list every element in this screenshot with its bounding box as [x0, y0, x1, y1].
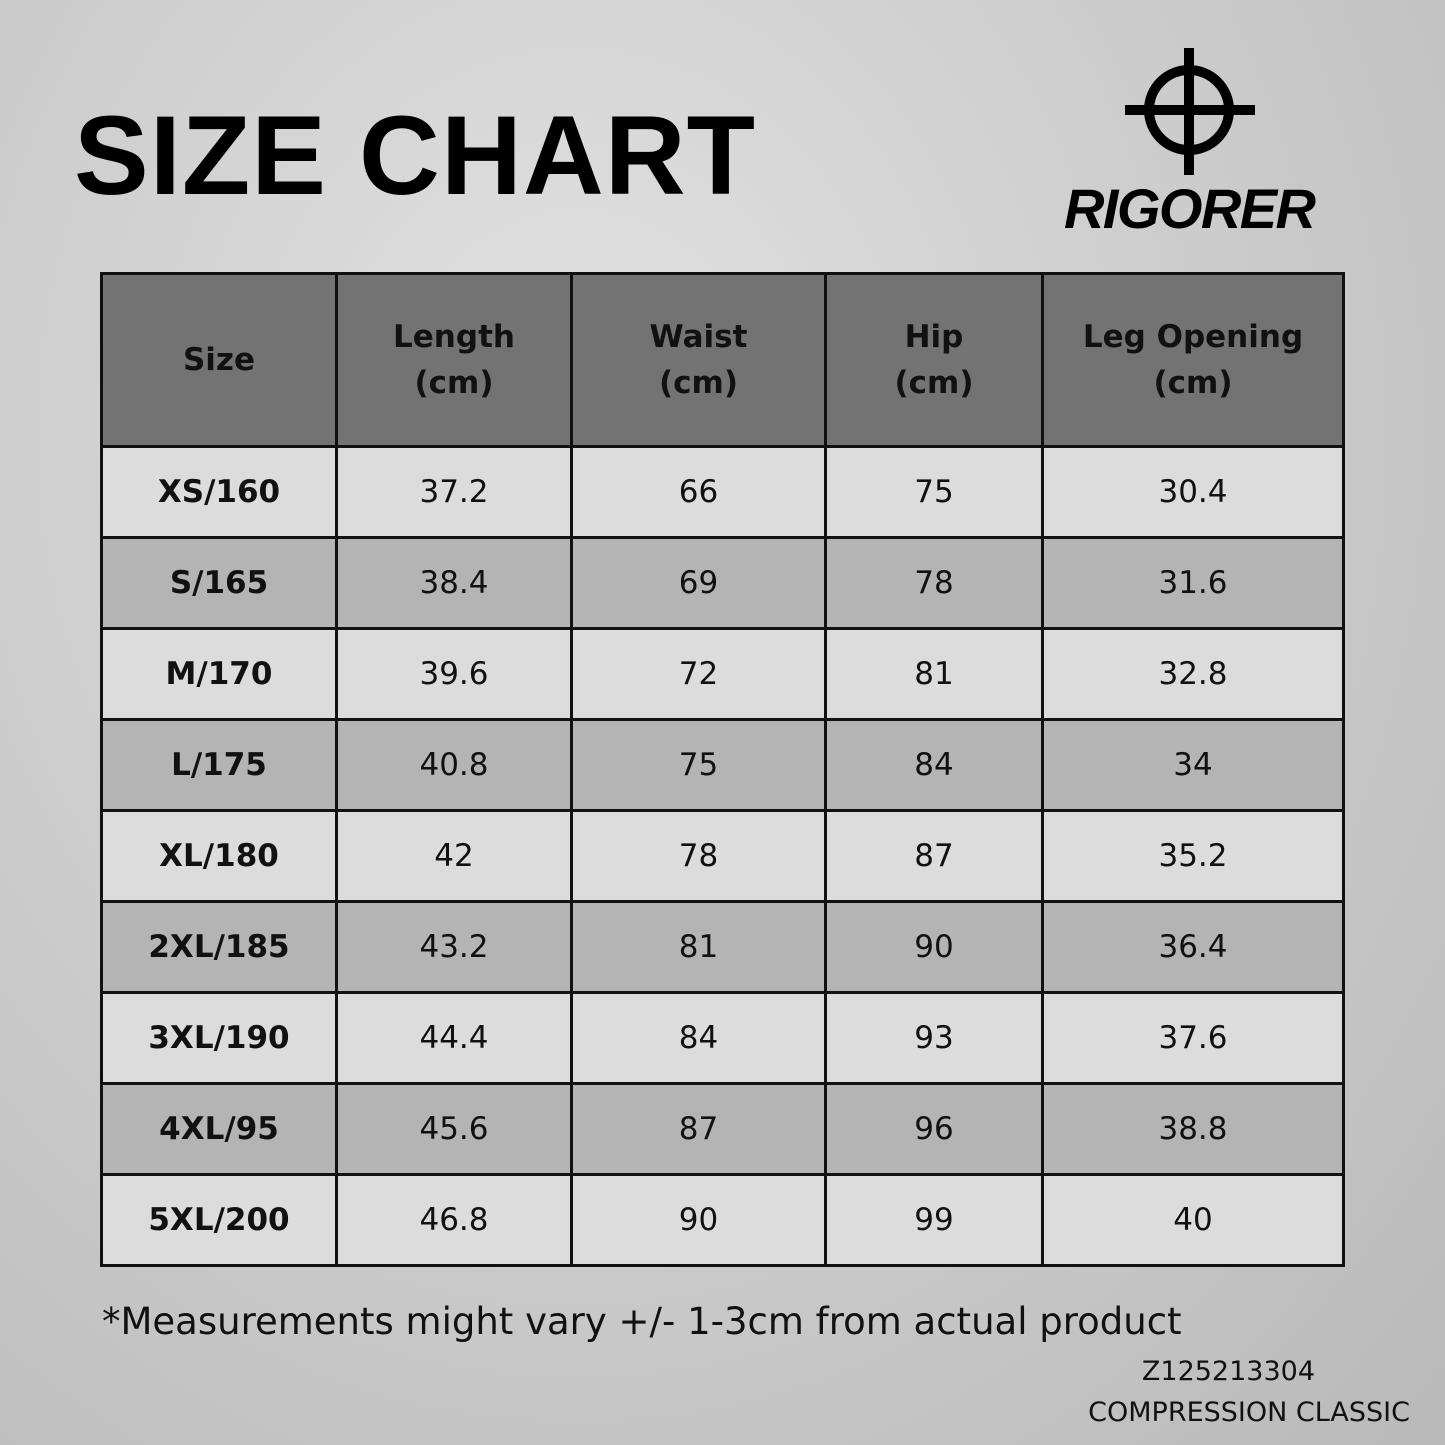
logo: RIGORER [1064, 48, 1317, 240]
value-cell: 78 [824, 536, 1044, 630]
size-cell: 3XL/190 [100, 991, 338, 1085]
value-cell: 40 [1041, 1173, 1345, 1267]
value-cell: 37.6 [1041, 991, 1345, 1085]
column-header: Leg Opening (cm) [1041, 272, 1345, 448]
value-cell: 43.2 [335, 900, 573, 994]
table-row: 4XL/95 45.6 87 96 38.8 [100, 1082, 1345, 1176]
size-cell: M/170 [100, 627, 338, 721]
header-line: Hip [904, 319, 964, 355]
column-header: Waist (cm) [570, 272, 827, 448]
size-table: Size Length (cm) Waist (cm) Hip (cm) Leg Openin… [100, 272, 1345, 1267]
column-header: Size [100, 272, 338, 448]
value-cell: 81 [570, 900, 827, 994]
value-cell: 66 [570, 445, 827, 539]
header-line: Length [393, 319, 515, 355]
header-line: (cm) [414, 365, 494, 401]
brand: RIGORER [1064, 177, 1317, 240]
value-cell: 84 [570, 991, 827, 1085]
value-cell: 99 [824, 1173, 1044, 1267]
value-cell: 40.8 [335, 718, 573, 812]
size-cell: L/175 [100, 718, 338, 812]
value-cell: 87 [570, 1082, 827, 1176]
product-code: Z125213304 [1141, 1356, 1315, 1387]
value-cell: 45.6 [335, 1082, 573, 1176]
value-cell: 30.4 [1041, 445, 1345, 539]
header-line: Size [182, 342, 256, 378]
header-line: (cm) [1153, 365, 1233, 401]
value-cell: 75 [824, 445, 1044, 539]
value-cell: 35.2 [1041, 809, 1345, 903]
value-cell: 90 [824, 900, 1044, 994]
size-cell: 2XL/185 [100, 900, 338, 994]
table-row: XL/180 42 78 87 35.2 [100, 809, 1345, 903]
header-row: Size Length (cm) Waist (cm) Hip (cm) Leg Openin… [100, 272, 1345, 448]
value-cell: 90 [570, 1173, 827, 1267]
table-row: 5XL/200 46.8 90 99 40 [100, 1173, 1345, 1267]
value-cell: 81 [824, 627, 1044, 721]
header-line: Waist [649, 319, 748, 355]
value-cell: 32.8 [1041, 627, 1345, 721]
header-line: Leg Opening [1082, 319, 1304, 355]
value-cell: 42 [335, 809, 573, 903]
value-cell: 38.8 [1041, 1082, 1345, 1176]
value-cell: 87 [824, 809, 1044, 903]
header-line: (cm) [658, 365, 738, 401]
value-cell: 36.4 [1041, 900, 1345, 994]
size-cell: S/165 [100, 536, 338, 630]
table-row: 2XL/185 43.2 81 90 36.4 [100, 900, 1345, 994]
note: *Measurements might vary +/- 1-3cm from … [102, 1300, 1182, 1343]
size-cell: XL/180 [100, 809, 338, 903]
value-cell: 75 [570, 718, 827, 812]
table-row: XS/160 37.2 66 75 30.4 [100, 445, 1345, 539]
value-cell: 72 [570, 627, 827, 721]
value-cell: 46.8 [335, 1173, 573, 1267]
value-cell: 96 [824, 1082, 1044, 1176]
table-row: L/175 40.8 75 84 34 [100, 718, 1345, 812]
title: SIZE CHART [74, 93, 756, 218]
column-header: Hip (cm) [824, 272, 1044, 448]
size-cell: 5XL/200 [100, 1173, 338, 1267]
value-cell: 44.4 [335, 991, 573, 1085]
table-row: M/170 39.6 72 81 32.8 [100, 627, 1345, 721]
value-cell: 78 [570, 809, 827, 903]
value-cell: 37.2 [335, 445, 573, 539]
product-name: COMPRESSION CLASSIC [1088, 1397, 1410, 1428]
size-cell: 4XL/95 [100, 1082, 338, 1176]
value-cell: 34 [1041, 718, 1345, 812]
column-header: Length (cm) [335, 272, 573, 448]
table-row: 3XL/190 44.4 84 93 37.6 [100, 991, 1345, 1085]
value-cell: 93 [824, 991, 1044, 1085]
header-line: (cm) [894, 365, 974, 401]
table-body: XS/160 37.2 66 75 30.4 S/165 38.4 69 78 31.6 M/170… [100, 445, 1345, 1267]
table-row: S/165 38.4 69 78 31.6 [100, 536, 1345, 630]
size-cell: XS/160 [100, 445, 338, 539]
value-cell: 69 [570, 536, 827, 630]
value-cell: 39.6 [335, 627, 573, 721]
value-cell: 38.4 [335, 536, 573, 630]
value-cell: 31.6 [1041, 536, 1345, 630]
value-cell: 84 [824, 718, 1044, 812]
